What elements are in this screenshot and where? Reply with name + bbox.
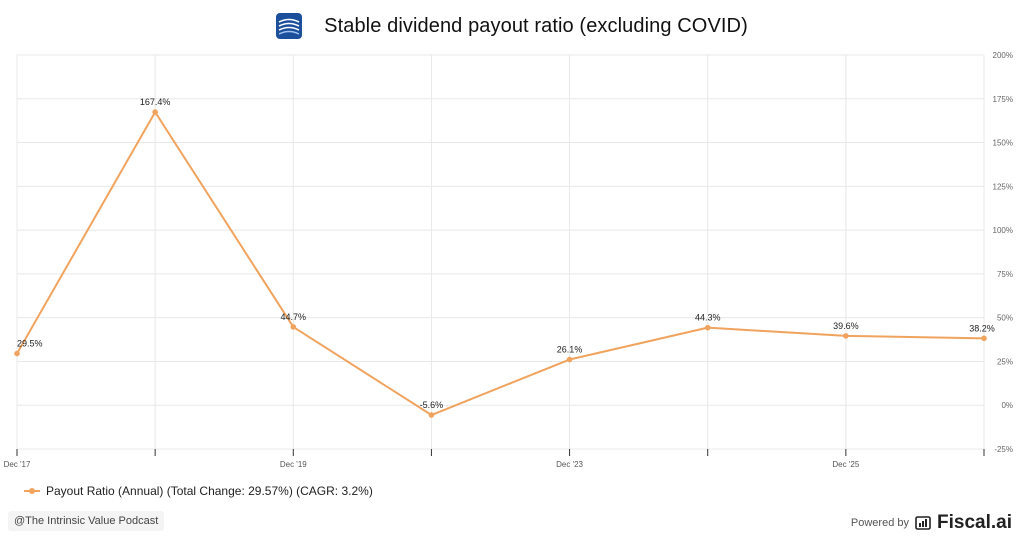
x-tick-label: Dec '25 [832,460,859,469]
data-point [843,333,849,339]
data-label: 26.1% [557,345,583,355]
powered-by[interactable]: Powered by Fiscal.ai [851,512,1012,534]
data-point [704,324,711,331]
chart-legend[interactable]: Payout Ratio (Annual) (Total Change: 29.… [24,484,373,498]
chart-title: Stable dividend payout ratio (excluding … [324,14,748,37]
data-point [290,324,297,330]
data-label: 44.7% [281,312,307,322]
chart-header: Stable dividend payout ratio (excluding … [0,8,1024,44]
y-tick-label: -25% [994,445,1013,454]
x-tick-label: Dec '17 [4,460,31,469]
y-tick-label: 0% [1001,401,1013,410]
y-tick-label: 25% [997,357,1013,366]
company-logo-icon [276,13,303,39]
x-tick-label: Dec '23 [556,460,583,469]
watermark: @The Intrinsic Value Podcast [8,511,165,531]
y-tick-label: 150% [993,139,1013,148]
data-label: 29.5% [17,339,43,349]
data-label: 38.2% [969,323,995,333]
data-labels: 29.5% 167.4% 44.7% -5.6% 26.1% 44.3% 39.6% 38.2… [17,97,995,410]
data-point [152,109,158,115]
x-tick-label: Dec '19 [280,460,307,469]
y-tick-label: 50% [997,314,1013,323]
legend-label: Payout Ratio (Annual) (Total Change: 29.… [46,484,373,498]
y-tick-label: 75% [997,270,1013,279]
y-tick-label: 175% [993,95,1013,104]
data-point [566,356,573,363]
data-point [14,350,20,357]
powered-by-text: Powered by [850,517,909,529]
grid-lines [16,54,985,450]
data-label: 44.3% [695,313,721,323]
fiscal-logo-icon [915,516,931,530]
y-tick-label: 200% [993,51,1013,60]
fiscal-brand: Fiscal.ai [937,512,1012,533]
y-tick-label: 100% [993,226,1013,235]
series-line [16,111,985,417]
y-tick-label: 125% [993,182,1013,191]
data-label: 167.4% [140,97,171,107]
data-point [981,335,987,342]
series-payout-ratio [14,109,987,418]
axes: -25% 0% 25% 50% 75% 100% 125% 150% 175% 200% Dec '… [4,51,1013,469]
legend-line-marker-icon [24,486,40,496]
data-label: -5.6% [420,400,444,410]
data-point [428,412,435,418]
data-label: 39.6% [833,321,859,331]
